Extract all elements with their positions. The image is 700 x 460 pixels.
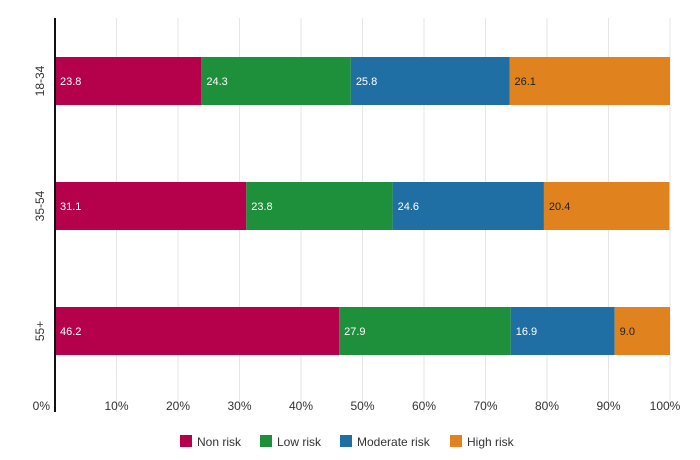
legend-item-low-risk: Low risk: [260, 435, 322, 449]
data-label-high-risk-55: 9.0: [620, 326, 635, 338]
x-tick-label: 90%: [596, 399, 620, 413]
legend-label-non-risk: Non risk: [197, 435, 242, 449]
category-label-35-54: 35-54: [33, 190, 47, 221]
bar-high-risk-18-34: [509, 57, 670, 105]
legend-item-non-risk: Non risk: [180, 435, 242, 449]
bar-high-risk-35-54: [543, 182, 670, 230]
legend-label-high-risk: High risk: [467, 435, 515, 449]
legend-swatch-non-risk: [180, 435, 192, 447]
bar-moderate-risk-35-54: [392, 182, 544, 230]
x-tick-label: 30%: [227, 399, 251, 413]
data-label-moderate-risk-18-34: 25.8: [356, 76, 377, 88]
x-tick-label: 60%: [412, 399, 436, 413]
data-label-low-risk-55: 27.9: [344, 326, 365, 338]
legend-item-moderate-risk: Moderate risk: [340, 435, 431, 449]
bar-low-risk-55: [339, 307, 511, 355]
bar-non-risk-18-34: [55, 57, 202, 105]
data-label-high-risk-18-34: 26.1: [514, 76, 535, 88]
x-tick-label: 50%: [350, 399, 374, 413]
bar-non-risk-35-54: [55, 182, 247, 230]
data-label-non-risk-35-54: 31.1: [60, 201, 81, 213]
bar-low-risk-18-34: [201, 57, 351, 105]
legend-label-low-risk: Low risk: [277, 435, 322, 449]
y-axis-category-labels: 18-34 35-54 55+: [33, 65, 47, 341]
data-label-moderate-risk-55: 16.9: [516, 326, 537, 338]
bar-moderate-risk-18-34: [350, 57, 510, 105]
x-axis-tick-labels: 0% 10% 20% 30% 40% 50% 60% 70% 80% 90% 100%: [33, 399, 681, 413]
x-tick-label: 100%: [650, 399, 681, 413]
data-label-low-risk-35-54: 23.8: [251, 201, 272, 213]
legend-swatch-low-risk: [260, 435, 272, 447]
x-tick-label: 10%: [104, 399, 128, 413]
x-tick-label: 80%: [535, 399, 559, 413]
data-label-moderate-risk-35-54: 24.6: [398, 201, 419, 213]
category-label-18-34: 18-34: [33, 65, 47, 96]
bar-non-risk-55: [55, 307, 340, 355]
legend-item-high-risk: High risk: [450, 435, 515, 449]
data-label-non-risk-18-34: 23.8: [60, 76, 81, 88]
data-label-non-risk-55: 46.2: [60, 326, 81, 338]
category-label-55: 55+: [33, 321, 47, 341]
legend-swatch-high-risk: [450, 435, 462, 447]
data-label-low-risk-18-34: 24.3: [206, 76, 227, 88]
x-tick-label: 20%: [166, 399, 190, 413]
legend: Non risk Low risk Moderate risk High risk: [180, 435, 515, 449]
bar-area: 23.8 24.3 25.8 26.1 31.1 23.8 24.6 20.4 46.2 27.9…: [55, 57, 670, 355]
x-tick-label: 0%: [33, 399, 51, 413]
legend-label-moderate-risk: Moderate risk: [357, 435, 431, 449]
bar-low-risk-35-54: [246, 182, 393, 230]
x-tick-label: 40%: [289, 399, 313, 413]
bar-high-risk-55: [614, 307, 670, 355]
bar-moderate-risk-55: [510, 307, 615, 355]
x-tick-label: 70%: [473, 399, 497, 413]
legend-swatch-moderate-risk: [340, 435, 352, 447]
data-label-high-risk-35-54: 20.4: [549, 201, 570, 213]
